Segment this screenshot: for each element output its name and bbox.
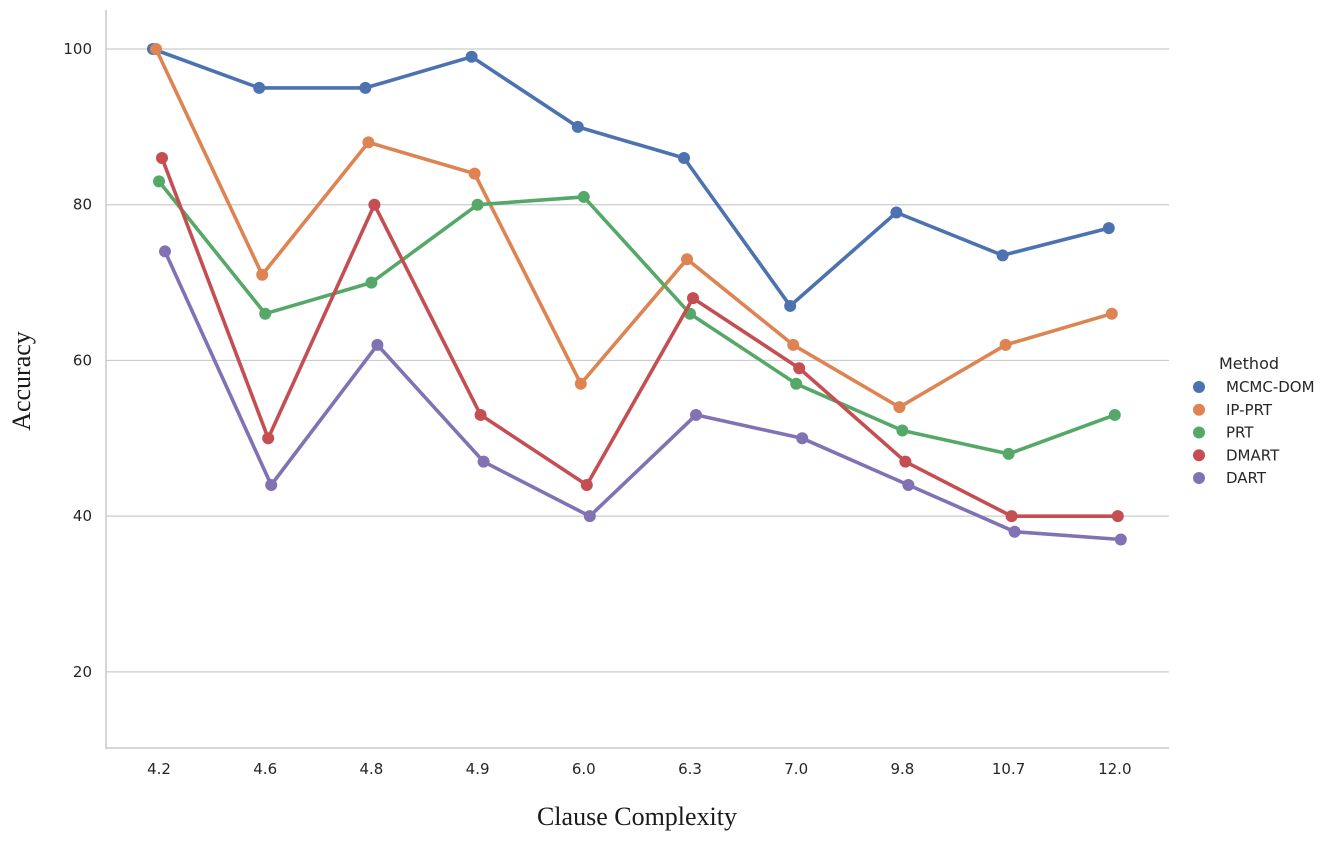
series-lines [147,43,1127,546]
axes [105,10,1169,749]
data-point [256,268,269,281]
data-point [899,455,912,468]
legend-label: DART [1226,469,1267,487]
series-line [157,179,1117,456]
gridlines [106,48,1169,673]
data-point [690,408,702,421]
data-point [787,338,800,351]
data-point [368,198,381,211]
data-point [1102,222,1115,235]
tick-labels: 20 40 60 80 100 4.2 4.6 4.8 4.9 6.0 6.3 7.0 9.8 10.7 1… [63,40,1131,778]
data-point [153,175,165,188]
legend-label: DMART [1226,446,1280,464]
legend-label: PRT [1226,424,1254,442]
series-line [163,249,1123,542]
data-point [159,245,171,258]
data-point [474,408,487,421]
series-dart [159,245,1127,546]
y-axis-title: Accuracy [7,331,36,431]
data-point [999,338,1012,351]
data-point [253,81,266,94]
y-tick-label: 60 [73,351,92,369]
data-point [359,81,372,94]
data-point [902,479,915,492]
data-point [468,167,481,180]
x-tick-label: 6.3 [678,760,702,778]
legend-label: MCMC-DOM [1226,378,1315,396]
data-point [678,152,690,165]
series-line [154,47,1114,410]
data-point [265,479,278,492]
x-tick-label: 6.0 [572,760,596,778]
data-point [1005,510,1018,523]
data-point [365,276,378,289]
data-point [996,249,1009,262]
data-point [580,479,593,492]
data-point [150,43,162,55]
data-point [577,190,590,203]
data-point [259,307,272,320]
series-ip-prt [150,43,1118,414]
data-point [681,253,693,266]
legend-title: Method [1219,354,1279,373]
x-axis-title: Clause Complexity [537,802,737,831]
x-tick-label: 12.0 [1098,760,1131,778]
data-point [571,120,584,133]
series-line [160,156,1120,519]
data-point [793,362,806,375]
data-point [465,50,478,63]
y-tick-label: 80 [73,196,92,214]
x-tick-label: 10.7 [992,760,1025,778]
x-tick-label: 4.6 [253,760,277,778]
legend-label: IP-PRT [1226,401,1273,419]
x-tick-label: 4.8 [359,760,383,778]
data-point [687,292,699,305]
data-point [1105,307,1118,320]
data-point [1008,525,1021,538]
legend-marker [1193,426,1205,439]
legend: Method MCMC-DOM IP-PRT PRT DMART DART [1193,354,1315,487]
y-tick-label: 100 [63,40,92,58]
data-point [156,152,168,165]
series-line [151,47,1111,308]
x-tick-label: 4.9 [466,760,490,778]
data-point [790,377,803,390]
data-point [1114,533,1127,546]
data-point [1002,447,1015,460]
data-point [262,432,275,445]
series-prt [153,175,1121,460]
data-point [583,510,596,523]
x-tick-label: 4.2 [147,760,171,778]
data-point [784,299,797,312]
data-point [796,432,809,445]
x-tick-label: 7.0 [784,760,808,778]
y-tick-label: 40 [73,507,92,525]
data-point [371,338,384,351]
data-point [477,455,490,468]
data-point [890,206,903,219]
data-point [1108,408,1121,421]
data-point [896,424,909,437]
series-mcmc-dom [147,43,1115,312]
data-point [893,401,906,414]
x-tick-label: 9.8 [890,760,914,778]
legend-marker [1193,449,1205,462]
data-point [471,198,484,211]
legend-marker [1193,403,1205,416]
legend-marker [1193,381,1205,393]
legend-marker [1193,472,1205,484]
series-dmart [156,152,1124,523]
data-point [362,136,375,149]
data-point [1111,510,1124,523]
y-tick-label: 20 [73,663,92,681]
data-point [574,377,587,390]
